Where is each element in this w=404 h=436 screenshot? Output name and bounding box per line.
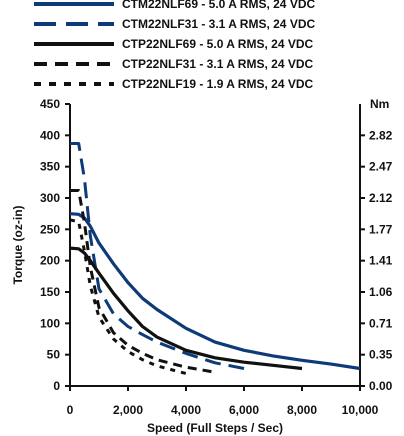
y-tick-label: 300 — [40, 191, 60, 205]
x-tick-label: 2,000 — [113, 403, 143, 417]
y2-axis-title: Nm — [370, 97, 389, 111]
x-tick-label: 8,000 — [287, 403, 317, 417]
x-axis-title: Speed (Full Steps / Sec) — [147, 421, 283, 435]
y-tick-label: 350 — [40, 160, 60, 174]
legend-label: CTP22NLF19 - 1.9 A RMS, 24 VDC — [122, 77, 313, 91]
x-tick-label: 10,000 — [342, 403, 379, 417]
y-tick-label: 150 — [40, 285, 60, 299]
series-line — [70, 191, 215, 373]
y2-tick-label: 0.71 — [369, 316, 393, 330]
y2-tick-label: 0.00 — [369, 379, 393, 393]
legend-label: CTM22NLF69 - 5.0 A RMS, 24 VDC — [122, 0, 315, 11]
y2-tick-label: 2.47 — [369, 160, 393, 174]
legend: CTM22NLF69 - 5.0 A RMS, 24 VDC CTM22NLF31… — [34, 0, 315, 91]
legend-label: CTM22NLF31 - 3.1 A RMS, 24 VDC — [122, 17, 315, 31]
y-tick-label: 400 — [40, 128, 60, 142]
x-tick-label: 4,000 — [171, 403, 201, 417]
series-layer — [70, 144, 360, 374]
y2-tick-label: 0.35 — [369, 348, 393, 362]
axis-titles: Torque (oz-in) Speed (Full Steps / Sec) … — [11, 97, 389, 435]
series-line — [70, 144, 244, 369]
x-tick-label: 0 — [67, 403, 74, 417]
y-tick-label: 200 — [40, 254, 60, 268]
y-tick-label: 100 — [40, 316, 60, 330]
y-tick-label: 50 — [47, 348, 61, 362]
y-tick-label: 250 — [40, 222, 60, 236]
legend-label: CTP22NLF31 - 3.1 A RMS, 24 VDC — [122, 57, 313, 71]
y2-tick-label: 1.41 — [369, 254, 393, 268]
legend-label: CTP22NLF69 - 5.0 A RMS, 24 VDC — [122, 37, 313, 51]
y-tick-label: 450 — [40, 97, 60, 111]
x-tick-label: 6,000 — [229, 403, 259, 417]
y2-tick-label: 1.77 — [369, 222, 393, 236]
y2-tick-label: 2.82 — [369, 128, 393, 142]
y2-tick-label: 2.12 — [369, 191, 393, 205]
y-axis-title: Torque (oz-in) — [11, 205, 25, 284]
y-tick-label: 0 — [53, 379, 60, 393]
series-line — [70, 248, 302, 368]
y2-tick-label: 1.06 — [369, 285, 393, 299]
